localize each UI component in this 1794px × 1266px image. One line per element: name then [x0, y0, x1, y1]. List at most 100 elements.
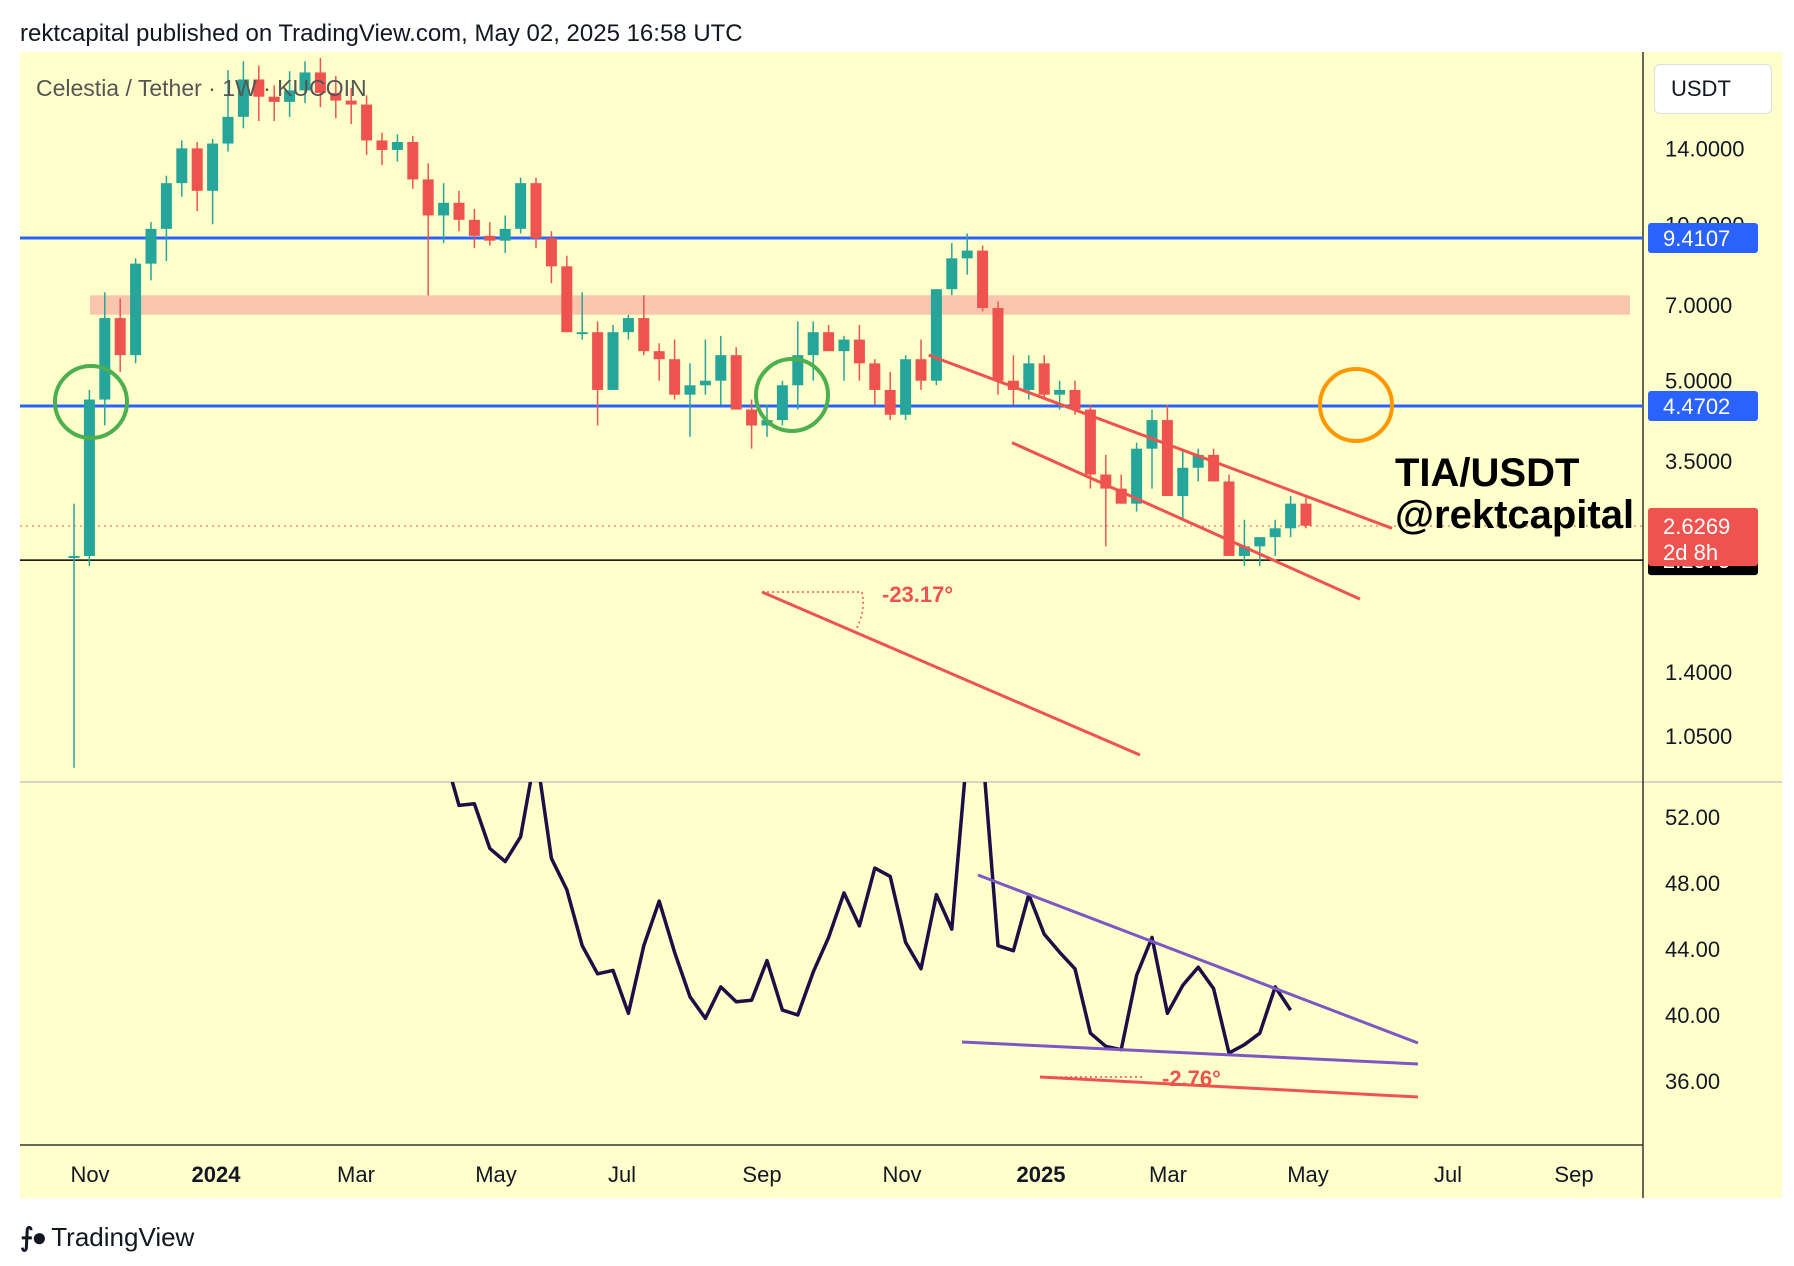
candle-body	[1131, 448, 1143, 504]
candle-body	[191, 148, 203, 191]
price-tick-label: 5.0000	[1665, 369, 1732, 394]
price-tick-label: 1.4000	[1665, 660, 1732, 685]
time-tick-label: Sep	[742, 1162, 781, 1187]
level-badge-label-0: 9.4107	[1663, 226, 1730, 251]
candle-body	[638, 318, 650, 352]
candle-body	[930, 289, 942, 381]
candle-body	[83, 399, 95, 556]
wedge-lower-line	[961, 1040, 1419, 1066]
symbol-label[interactable]: Celestia / Tether · 1W · KUCOIN	[36, 75, 367, 101]
candle-body	[438, 202, 450, 216]
candle-body	[1023, 363, 1035, 390]
rsi-angle-line	[1039, 1075, 1419, 1099]
candle-body	[1192, 454, 1204, 468]
candle-body	[1146, 420, 1158, 449]
candle-body	[607, 332, 619, 390]
last-price-label: 2.6269	[1663, 514, 1730, 539]
candle-body	[1084, 409, 1096, 475]
candle-body	[684, 385, 696, 395]
candle-body	[669, 359, 681, 395]
rsi-tick-label: 40.00	[1665, 1003, 1720, 1028]
time-tick-label: Mar	[1149, 1162, 1187, 1187]
level-badge-label-1: 4.4702	[1663, 394, 1730, 419]
channel-upper-line	[928, 353, 1393, 530]
candle-body	[407, 141, 419, 180]
angle-arc	[762, 591, 864, 631]
time-tick-label: May	[475, 1162, 517, 1187]
candle-body	[1300, 503, 1312, 526]
candle-body	[499, 228, 511, 241]
candle-body	[422, 179, 434, 216]
candle-body	[237, 79, 249, 117]
published-header: rektcapital published on TradingView.com…	[20, 20, 743, 47]
candle-body	[299, 72, 311, 91]
candle-body	[838, 339, 850, 352]
candle-body	[1177, 467, 1189, 497]
candle-body	[961, 250, 973, 259]
tradingview-logo[interactable]: ⨍● TradingView	[20, 1222, 194, 1253]
candle-body	[391, 141, 403, 150]
time-tick-label: Nov	[70, 1162, 109, 1187]
candle-body	[1254, 537, 1266, 547]
price-plot: -23.17°	[20, 57, 1643, 768]
channel-angle-label: -23.17°	[882, 582, 953, 607]
candle-body	[946, 258, 958, 290]
currency-button[interactable]: USDT	[1654, 64, 1772, 114]
candle-body	[1285, 503, 1297, 529]
candle-body	[130, 263, 142, 356]
price-tick-label: 7.0000	[1665, 293, 1732, 318]
candle-body	[1269, 528, 1281, 538]
watermark: TIA/USDT @rektcapital	[1395, 452, 1634, 536]
watermark-handle: @rektcapital	[1395, 493, 1635, 537]
rsi-line	[450, 782, 1293, 1055]
candle-body	[792, 355, 804, 386]
wedge-upper-line	[977, 873, 1419, 1045]
candle-body	[484, 235, 496, 241]
candle-body	[545, 238, 557, 267]
candle-body	[114, 318, 126, 356]
countdown-label: 2d 8h	[1663, 540, 1718, 565]
time-tick-label: 2025	[1017, 1162, 1066, 1187]
price-tick-label: 14.0000	[1665, 136, 1745, 161]
candle-body	[222, 116, 234, 144]
rsi-tick-label: 48.00	[1665, 871, 1720, 896]
candle-body	[1238, 546, 1250, 556]
candle-body	[853, 339, 865, 364]
candle-body	[68, 555, 80, 558]
time-tick-label: Nov	[882, 1162, 921, 1187]
candle-body	[268, 96, 280, 102]
candle-body	[330, 92, 342, 101]
candle-body	[992, 308, 1004, 381]
level-badge-0	[1648, 223, 1758, 253]
candle-body	[1100, 474, 1112, 489]
candle-body	[746, 409, 758, 426]
tradingview-logo-icon: ⨍●	[20, 1222, 47, 1252]
candle-body	[653, 351, 665, 360]
time-tick-label: Jul	[1434, 1162, 1462, 1187]
time-tick-label: Jul	[608, 1162, 636, 1187]
candle-body	[1038, 363, 1050, 395]
candle-body	[1069, 389, 1081, 410]
price-tick-label: 1.0500	[1665, 724, 1732, 749]
orange-circle	[1318, 367, 1394, 443]
candle-body	[145, 228, 157, 264]
candle-body	[284, 90, 296, 102]
candle-body	[884, 389, 896, 415]
rsi-tick-label: 52.00	[1665, 805, 1720, 830]
level-badge-1	[1648, 391, 1758, 421]
wedge-angle-label: -2.76°	[1162, 1066, 1221, 1091]
candle-body	[730, 355, 742, 410]
rsi-tick-label: 36.00	[1665, 1069, 1720, 1094]
candle-body	[453, 202, 465, 220]
candle-body	[715, 355, 727, 381]
candle-body	[807, 332, 819, 356]
candle-body	[915, 359, 927, 381]
channel-lower-line	[1011, 441, 1361, 601]
green-circle-1	[53, 364, 129, 440]
candle-body	[314, 72, 326, 93]
green-circle-2	[754, 357, 830, 433]
candle-body	[253, 79, 265, 97]
price-tick-label: 3.5000	[1665, 449, 1732, 474]
time-tick-label: Mar	[337, 1162, 375, 1187]
